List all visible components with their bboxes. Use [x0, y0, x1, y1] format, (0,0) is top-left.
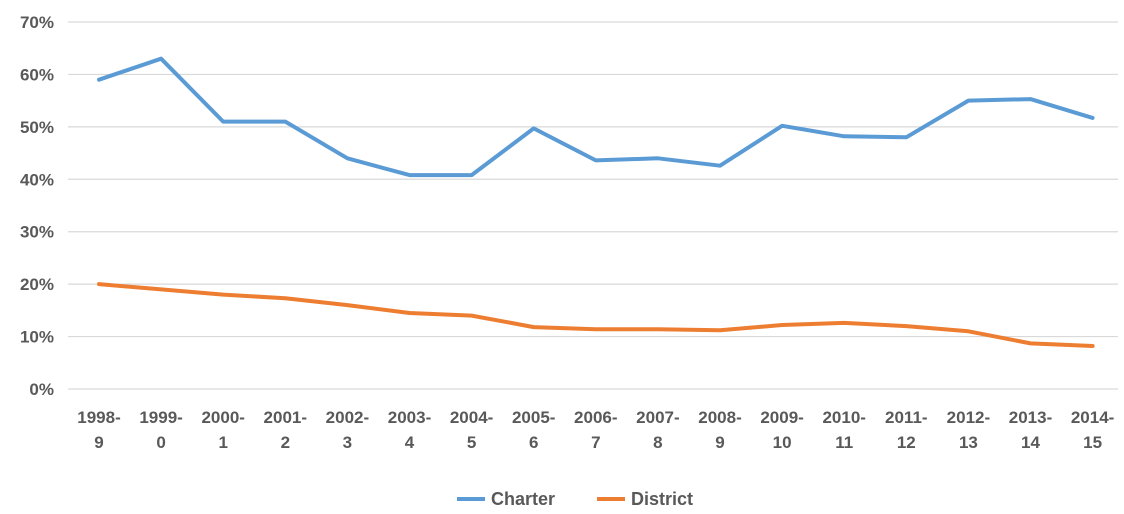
x-tick-label: 2014- — [1071, 408, 1114, 427]
gridlines — [68, 21, 1118, 390]
series-lines — [97, 56, 1095, 348]
x-tick-label: 2008- — [698, 408, 741, 427]
x-tick-label-line2: 14 — [1021, 433, 1040, 452]
x-tick-label-line2: 8 — [653, 433, 662, 452]
x-tick-label-line2: 10 — [773, 433, 792, 452]
x-axis: 1998- 9 1999- 0 2000- 1 2001- 2 2002- 3 2003- 4 2004… — [77, 408, 1114, 452]
y-tick-label: 0% — [29, 380, 54, 399]
x-tick-label-line2: 12 — [897, 433, 916, 452]
x-tick-label-line2: 5 — [467, 433, 476, 452]
x-tick-label-line2: 4 — [405, 433, 415, 452]
x-tick-label-line2: 0 — [156, 433, 165, 452]
y-tick-label: 70% — [20, 13, 54, 32]
y-tick-label: 30% — [20, 223, 54, 242]
x-tick-label-line2: 15 — [1083, 433, 1102, 452]
x-tick-label-line2: 3 — [343, 433, 352, 452]
y-tick-label: 40% — [20, 170, 54, 189]
x-tick-label: 2007- — [636, 408, 679, 427]
x-tick-label: 2002- — [326, 408, 369, 427]
x-tick-label-line2: 11 — [835, 433, 853, 452]
x-tick-label: 2005- — [512, 408, 555, 427]
legend-label-charter: Charter — [491, 489, 555, 509]
x-tick-label: 2009- — [760, 408, 803, 427]
y-tick-label: 50% — [20, 118, 54, 137]
x-tick-label-line2: 9 — [94, 433, 103, 452]
y-tick-label: 60% — [20, 65, 54, 84]
x-tick-label: 2000- — [201, 408, 244, 427]
series-line-charter — [97, 56, 1095, 178]
y-axis: 0% 10% 20% 30% 40% 50% 60% 70% — [20, 13, 54, 399]
x-tick-label: 2012- — [947, 408, 990, 427]
x-tick-label-line2: 1 — [218, 433, 227, 452]
x-tick-label: 1998- — [77, 408, 120, 427]
legend-label-district: District — [631, 489, 693, 509]
x-tick-label: 2010- — [822, 408, 865, 427]
x-tick-label: 2001- — [264, 408, 307, 427]
x-tick-label: 2003- — [388, 408, 431, 427]
x-tick-label-line2: 7 — [591, 433, 600, 452]
series-line-district — [97, 282, 1095, 348]
x-tick-label: 2013- — [1009, 408, 1052, 427]
x-tick-label: 1999- — [139, 408, 182, 427]
x-tick-label: 2006- — [574, 408, 617, 427]
x-tick-label: 2004- — [450, 408, 493, 427]
x-tick-label-line2: 9 — [715, 433, 724, 452]
x-tick-label-line2: 6 — [529, 433, 538, 452]
legend: Charter District — [457, 489, 693, 509]
y-tick-label: 10% — [20, 328, 54, 347]
x-tick-label: 2011- — [885, 408, 928, 427]
x-tick-label-line2: 2 — [281, 433, 290, 452]
y-tick-label: 20% — [20, 275, 54, 294]
x-tick-label-line2: 13 — [959, 433, 978, 452]
